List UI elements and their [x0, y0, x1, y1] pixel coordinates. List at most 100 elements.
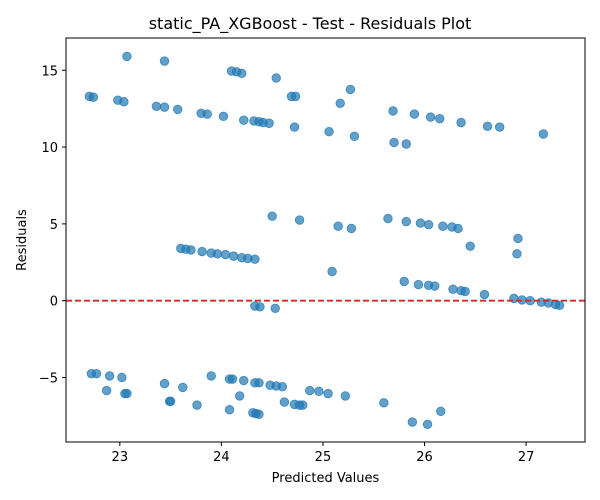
data-point — [389, 137, 399, 148]
data-point — [255, 302, 265, 312]
data-point — [151, 101, 162, 112]
y-axis: −5 0 5 10 15 — [39, 64, 66, 386]
data-point — [228, 251, 239, 261]
data-point — [435, 113, 445, 124]
data-point — [333, 221, 343, 231]
data-point — [314, 386, 324, 397]
data-point — [227, 374, 238, 384]
data-point — [438, 221, 448, 231]
data-point — [429, 281, 440, 291]
data-point — [197, 246, 207, 257]
data-point — [117, 372, 127, 383]
y-tick-label: 10 — [41, 141, 58, 156]
data-point — [264, 118, 274, 128]
x-axis: 23 24 25 26 27 — [112, 442, 535, 465]
data-point — [206, 371, 216, 381]
data-point — [88, 92, 99, 102]
data-point — [186, 245, 196, 255]
data-point — [513, 233, 523, 244]
data-point — [423, 219, 434, 230]
data-point — [271, 73, 281, 83]
plot-border — [65, 37, 586, 443]
data-point — [323, 388, 333, 399]
data-point — [379, 398, 389, 408]
data-point — [460, 286, 470, 297]
data-point — [388, 106, 398, 116]
data-point — [346, 223, 357, 234]
data-point — [254, 378, 264, 388]
data-point — [324, 126, 334, 137]
data-point — [436, 406, 446, 416]
data-point — [277, 382, 288, 392]
x-tick-label: 24 — [213, 450, 230, 465]
x-tick-label: 23 — [112, 450, 129, 465]
chart-title: static_PA_XGBoost - Test - Residuals Plo… — [149, 14, 472, 34]
data-point — [159, 102, 170, 112]
data-point — [345, 84, 356, 95]
data-point — [327, 266, 337, 277]
y-tick-label: 0 — [50, 295, 58, 310]
data-point — [297, 400, 308, 410]
data-point — [289, 122, 300, 132]
y-tick-label: 5 — [50, 218, 58, 233]
data-point — [250, 254, 260, 264]
data-point — [267, 211, 277, 221]
y-axis-label: Residuals — [15, 209, 30, 271]
data-point — [220, 249, 231, 260]
data-point — [554, 300, 565, 310]
data-point — [104, 371, 115, 381]
data-point — [192, 400, 202, 410]
data-point — [407, 417, 418, 427]
data-point — [305, 385, 315, 396]
data-point — [279, 397, 290, 407]
data-point — [159, 56, 170, 66]
data-point — [409, 109, 420, 119]
data-point — [383, 213, 393, 224]
data-point — [239, 375, 249, 386]
data-point — [294, 215, 305, 225]
data-point — [456, 117, 466, 128]
data-point — [234, 391, 245, 401]
data-point — [224, 405, 235, 415]
data-point — [482, 121, 493, 132]
data-point — [425, 112, 436, 122]
data-point — [237, 68, 247, 79]
data-point — [101, 385, 112, 396]
data-point — [479, 289, 490, 300]
data-point — [401, 216, 411, 227]
data-point — [401, 139, 411, 149]
x-axis-label: Predicted Values — [272, 471, 380, 486]
data-point — [335, 98, 345, 108]
data-point — [119, 97, 129, 107]
plot-area — [66, 38, 585, 442]
data-point — [422, 419, 433, 430]
data-point — [165, 396, 176, 406]
data-point — [465, 241, 475, 251]
data-point — [538, 129, 549, 139]
data-point — [122, 51, 132, 62]
data-point — [178, 382, 188, 393]
data-point — [290, 91, 301, 102]
data-point — [399, 276, 409, 287]
data-point — [254, 409, 264, 420]
y-tick-label: 15 — [41, 64, 58, 79]
data-point — [340, 391, 351, 401]
data-point — [270, 303, 280, 314]
data-point — [212, 249, 223, 259]
data-point — [239, 115, 249, 125]
data-point — [349, 131, 360, 142]
data-point — [159, 378, 170, 389]
data-point — [494, 122, 505, 132]
x-tick-label: 25 — [315, 450, 332, 465]
data-point — [218, 111, 229, 122]
x-tick-label: 26 — [416, 450, 433, 465]
y-tick-label: −5 — [39, 371, 58, 386]
data-point — [512, 249, 522, 259]
x-tick-label: 27 — [518, 450, 535, 465]
data-point — [413, 279, 424, 290]
data-point — [448, 284, 458, 294]
data-point — [415, 218, 426, 228]
data-point — [91, 368, 102, 379]
data-point — [122, 388, 132, 399]
